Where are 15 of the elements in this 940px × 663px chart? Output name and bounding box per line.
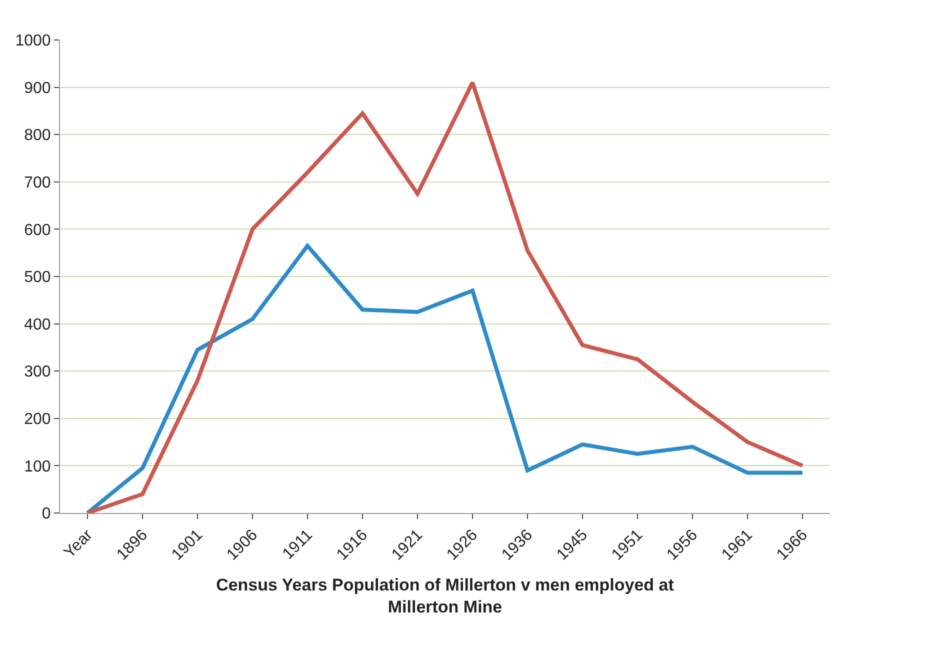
y-tick-label: 100 [24,458,51,476]
y-tick-label: 400 [24,316,51,334]
y-tick-label: 200 [24,411,51,428]
y-tick-label: 700 [24,174,51,192]
y-tick-label: 800 [24,127,51,144]
y-tick-label: 0 [42,506,51,523]
line-series [86,80,804,513]
x-axis-title: Census Years Population of Millerton v men employed at Millerton Mine [216,575,674,616]
x-tick-label: Year [61,526,96,562]
y-tick-label: 600 [24,222,51,239]
y-tick-label: 1000 [15,32,51,50]
line-series [86,244,804,513]
y-tick-label: 900 [24,80,51,97]
y-tick-label: 500 [24,269,51,286]
y-tick-label: 300 [24,364,51,381]
